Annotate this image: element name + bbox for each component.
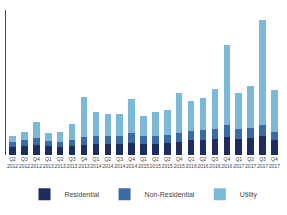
svg-text:Q42016: Q42016 <box>221 156 232 169</box>
svg-text:Q32014: Q32014 <box>114 156 125 169</box>
svg-text:Residential: Residential <box>65 191 100 198</box>
svg-text:Q22015: Q22015 <box>150 156 161 169</box>
svg-text:Utility: Utility <box>240 191 258 199</box>
svg-text:Q22017: Q22017 <box>245 156 256 169</box>
svg-text:Q42014: Q42014 <box>126 156 137 169</box>
svg-text:Q22014: Q22014 <box>102 156 113 169</box>
svg-text:Q32012: Q32012 <box>19 156 30 169</box>
svg-text:Q12014: Q12014 <box>90 156 101 169</box>
svg-text:Q32015: Q32015 <box>162 156 173 169</box>
svg-text:Non-Residential: Non-Residential <box>145 191 195 198</box>
svg-text:Q32017: Q32017 <box>257 156 268 169</box>
svg-text:Q42017: Q42017 <box>269 156 280 169</box>
svg-text:Q22013: Q22013 <box>55 156 66 169</box>
svg-text:Q32016: Q32016 <box>209 156 220 169</box>
svg-text:Q42013: Q42013 <box>78 156 89 169</box>
svg-text:Q12015: Q12015 <box>138 156 149 169</box>
svg-text:Q42015: Q42015 <box>174 156 185 169</box>
svg-text:Q12016: Q12016 <box>186 156 197 169</box>
svg-text:Q12017: Q12017 <box>233 156 244 169</box>
svg-text:Q22012: Q22012 <box>7 156 18 169</box>
svg-text:Q22016: Q22016 <box>197 156 208 169</box>
svg-text:Q42012: Q42012 <box>31 156 42 169</box>
svg-text:Q12013: Q12013 <box>43 156 54 169</box>
svg-text:Q32013: Q32013 <box>67 156 78 169</box>
